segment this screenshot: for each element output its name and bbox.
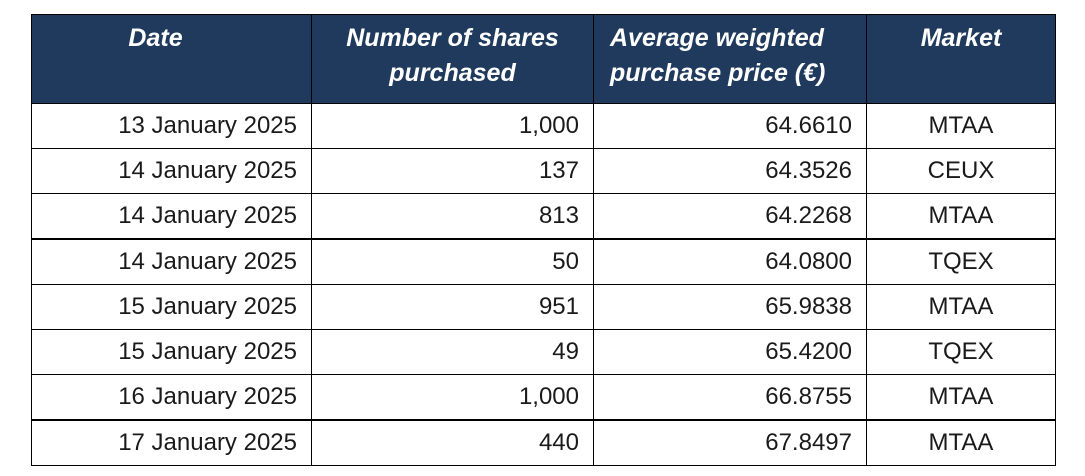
table-row: 15 January 2025 951 65.9838 MTAA <box>31 284 1056 330</box>
cell-shares: 813 <box>311 193 594 240</box>
table-row: 14 January 2025 50 64.0800 TQEX <box>31 238 1056 285</box>
cell-date: 17 January 2025 <box>31 419 312 466</box>
cell-shares: 1,000 <box>311 103 594 149</box>
cell-date: 14 January 2025 <box>31 148 312 194</box>
table-row: 16 January 2025 1,000 66.8755 MTAA <box>31 374 1056 421</box>
cell-price: 65.9838 <box>593 284 867 330</box>
cell-shares: 440 <box>311 419 594 466</box>
cell-shares: 50 <box>311 238 594 285</box>
table-row: 15 January 2025 49 65.4200 TQEX <box>31 329 1056 375</box>
cell-date: 14 January 2025 <box>31 193 312 240</box>
share-purchase-table: Date Number of shares purchased Average … <box>31 14 1056 466</box>
cell-market: MTAA <box>866 419 1056 466</box>
cell-market: MTAA <box>866 193 1056 240</box>
cell-market: CEUX <box>866 148 1056 194</box>
table-row: 14 January 2025 137 64.3526 CEUX <box>31 148 1056 194</box>
column-header-price: Average weighted purchase price (€) <box>593 14 867 104</box>
table-row: 14 January 2025 813 64.2268 MTAA <box>31 193 1056 240</box>
cell-market: MTAA <box>866 284 1056 330</box>
table-body: 13 January 2025 1,000 64.6610 MTAA 14 Ja… <box>31 103 1056 466</box>
cell-shares: 951 <box>311 284 594 330</box>
cell-price: 67.8497 <box>593 419 867 466</box>
table-header: Date Number of shares purchased Average … <box>31 14 1056 104</box>
cell-market: MTAA <box>866 374 1056 421</box>
column-header-shares: Number of shares purchased <box>311 14 594 104</box>
share-purchase-table-container: Date Number of shares purchased Average … <box>31 14 1056 466</box>
cell-date: 15 January 2025 <box>31 329 312 375</box>
cell-date: 14 January 2025 <box>31 238 312 285</box>
column-header-market: Market <box>866 14 1056 104</box>
cell-market: MTAA <box>866 103 1056 149</box>
header-row: Date Number of shares purchased Average … <box>31 14 1056 104</box>
table-row: 13 January 2025 1,000 64.6610 MTAA <box>31 103 1056 149</box>
cell-market: TQEX <box>866 238 1056 285</box>
table-row: 17 January 2025 440 67.8497 MTAA <box>31 419 1056 466</box>
cell-date: 13 January 2025 <box>31 103 312 149</box>
cell-shares: 137 <box>311 148 594 194</box>
cell-price: 66.8755 <box>593 374 867 421</box>
cell-price: 64.6610 <box>593 103 867 149</box>
cell-shares: 49 <box>311 329 594 375</box>
cell-market: TQEX <box>866 329 1056 375</box>
cell-date: 15 January 2025 <box>31 284 312 330</box>
cell-date: 16 January 2025 <box>31 374 312 421</box>
cell-shares: 1,000 <box>311 374 594 421</box>
column-header-date: Date <box>31 14 312 104</box>
cell-price: 65.4200 <box>593 329 867 375</box>
cell-price: 64.0800 <box>593 238 867 285</box>
cell-price: 64.2268 <box>593 193 867 240</box>
cell-price: 64.3526 <box>593 148 867 194</box>
